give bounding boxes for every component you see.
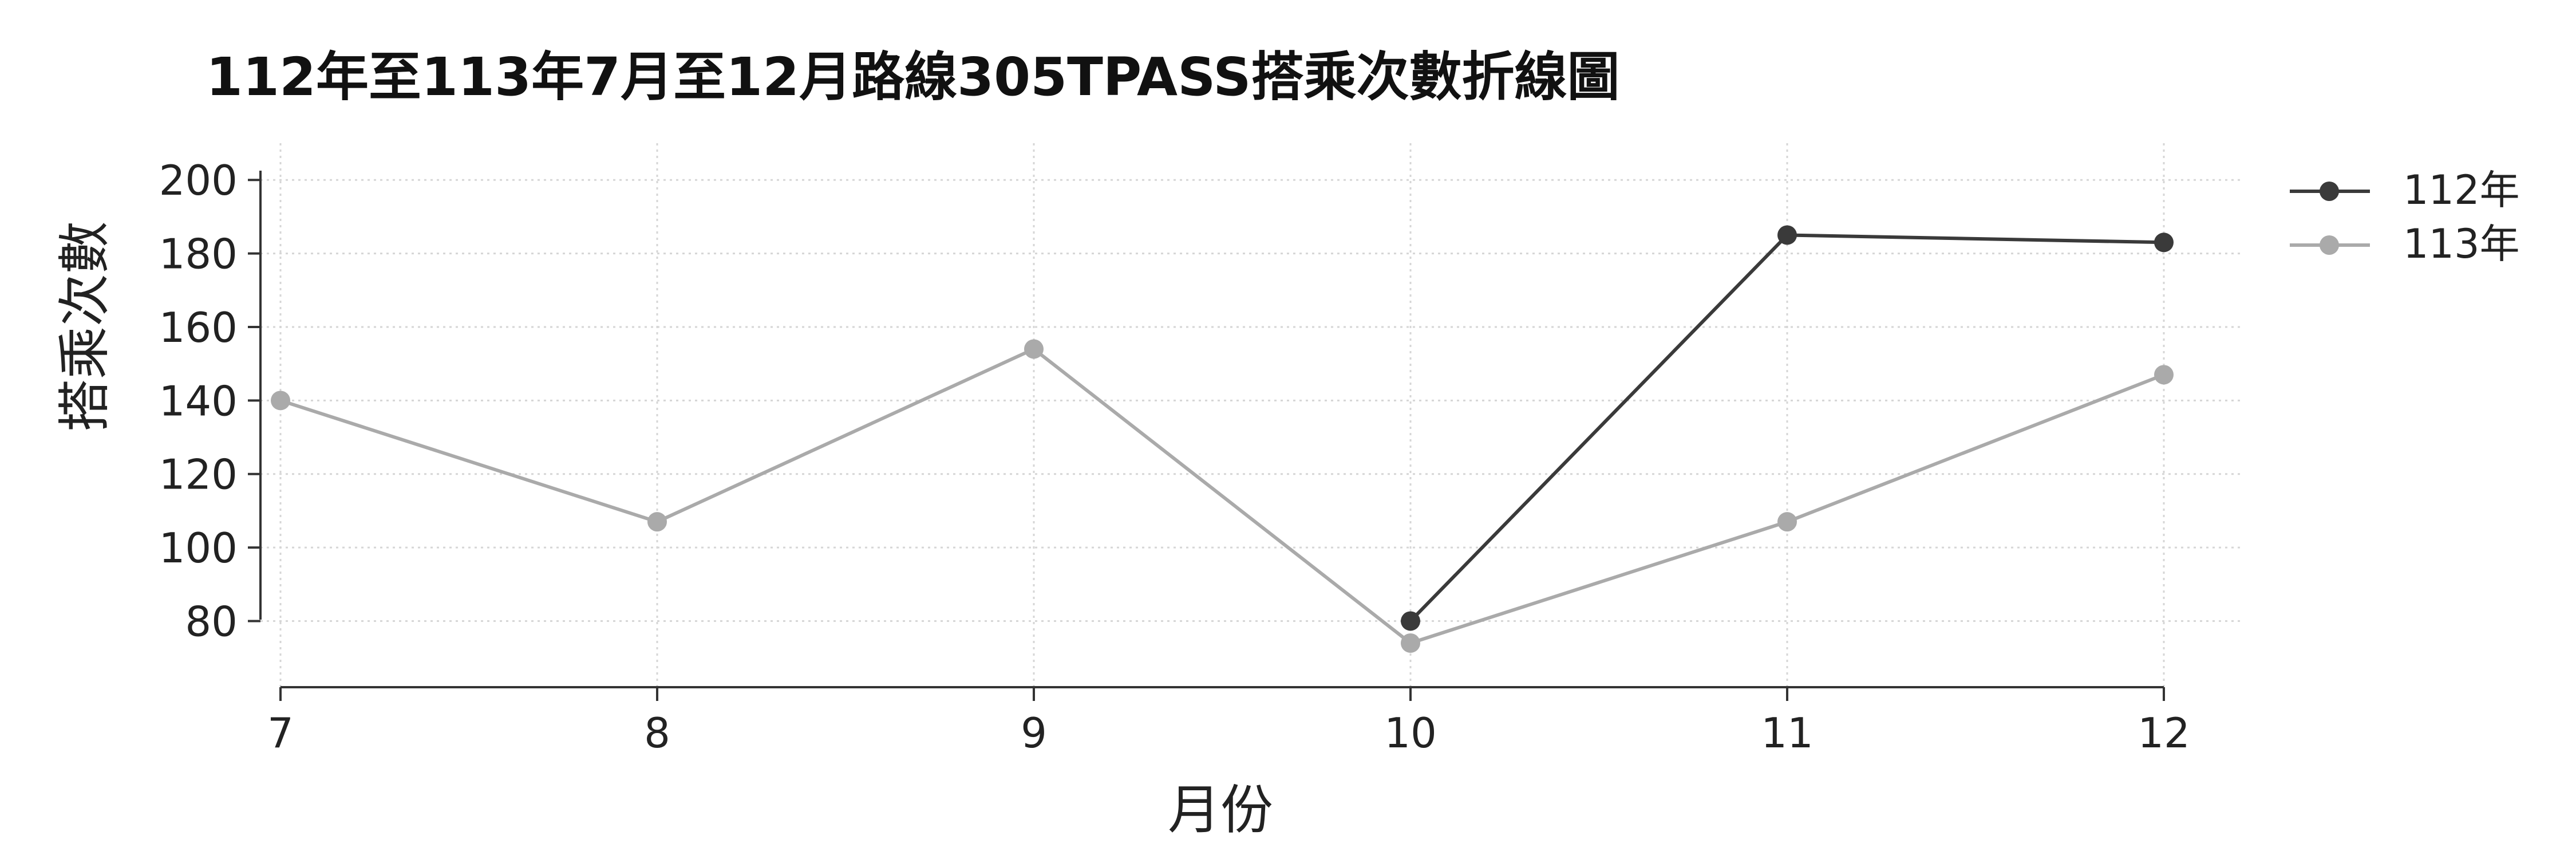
- legend-label-112: 112年: [2403, 167, 2520, 214]
- data-point-112-11: [1777, 225, 1797, 245]
- y-tick-label-80: 80: [185, 597, 238, 645]
- y-axis-label: 搭乘次數: [54, 220, 116, 432]
- legend-label-113: 113年: [2403, 220, 2520, 267]
- y-tick-label-160: 160: [159, 304, 238, 352]
- x-tick-label-8: 8: [644, 709, 670, 757]
- x-tick-label-7: 7: [267, 709, 294, 757]
- data-point-113-8: [647, 512, 667, 532]
- data-point-113-10: [1401, 633, 1420, 653]
- y-tick-label-100: 100: [159, 524, 238, 572]
- tick-labels: 80 100 120 140 160 180 200 7 8 9 10 11 12: [159, 156, 2190, 757]
- series-line-113: [280, 346, 2165, 645]
- chart-title: 112年至113年7月至12月路線305TPASS搭乘次數折線圖: [206, 46, 1620, 108]
- data-series: [271, 225, 2174, 653]
- x-tick-label-11: 11: [1761, 709, 1814, 757]
- data-point-113-12: [2154, 365, 2174, 385]
- axes: [248, 171, 2165, 701]
- y-tick-label-180: 180: [159, 230, 238, 278]
- y-tick-label-200: 200: [159, 156, 238, 204]
- x-tick-label-10: 10: [1384, 709, 1437, 757]
- legend-marker-113: [2320, 235, 2339, 255]
- data-point-113-9: [1024, 339, 1044, 359]
- x-tick-label-9: 9: [1021, 709, 1047, 757]
- x-axis-label: 月份: [1168, 779, 1274, 841]
- legend-item-113: 113年: [2284, 217, 2570, 271]
- x-tick-label-12: 12: [2138, 709, 2190, 757]
- data-point-112-10: [1401, 611, 1420, 631]
- legend-item-112: 112年: [2284, 163, 2570, 217]
- legend: 112年 113年: [2284, 163, 2570, 271]
- y-tick-label-140: 140: [159, 377, 238, 425]
- y-tick-label-120: 120: [159, 451, 238, 499]
- legend-marker-112: [2320, 182, 2339, 201]
- data-point-113-7: [271, 391, 290, 411]
- data-point-112-12: [2154, 233, 2174, 253]
- grid-lines: [260, 143, 2241, 687]
- data-point-113-11: [1777, 512, 1797, 532]
